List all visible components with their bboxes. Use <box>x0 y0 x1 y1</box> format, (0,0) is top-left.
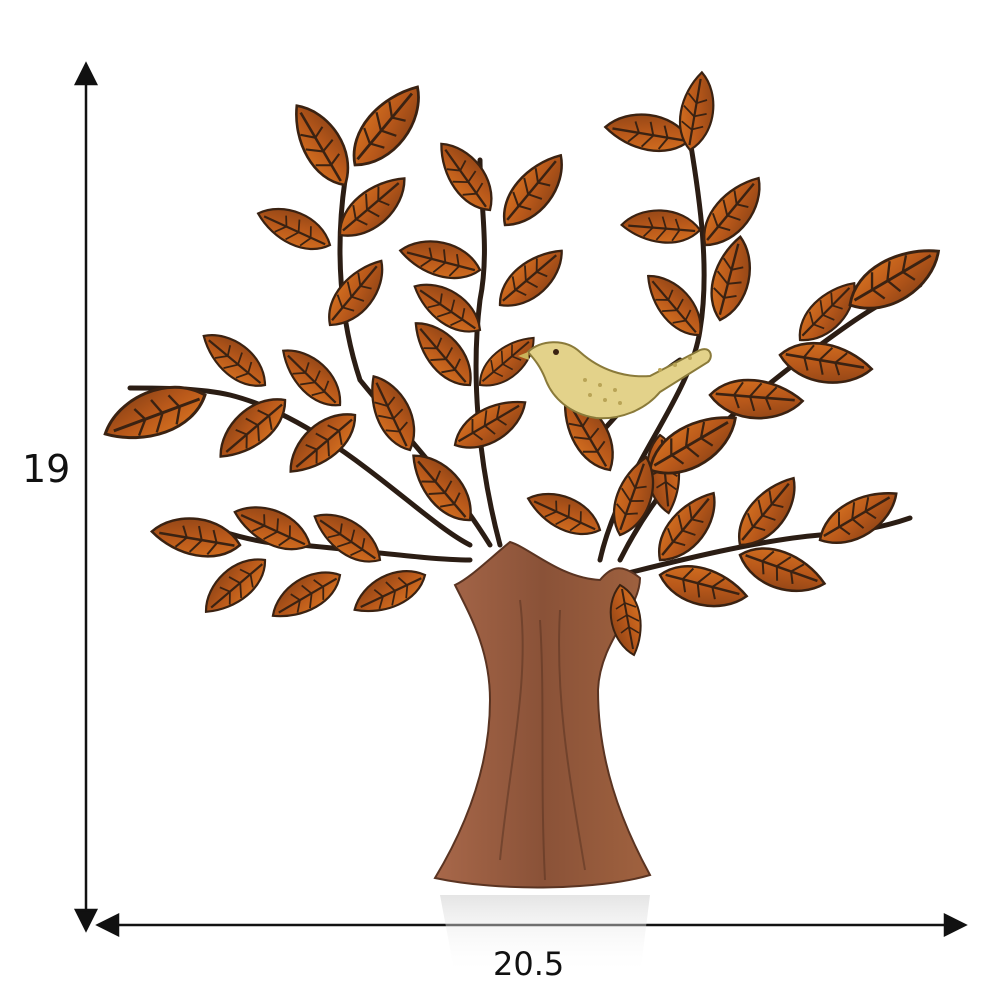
height-dimension-arrow <box>73 61 99 933</box>
bird-figure <box>518 341 712 420</box>
height-dimension-label: 19 <box>22 447 71 491</box>
width-dimension-label: 20.5 <box>493 945 565 983</box>
trunk-texture <box>499 599 586 881</box>
trunk-reflection <box>440 895 650 975</box>
